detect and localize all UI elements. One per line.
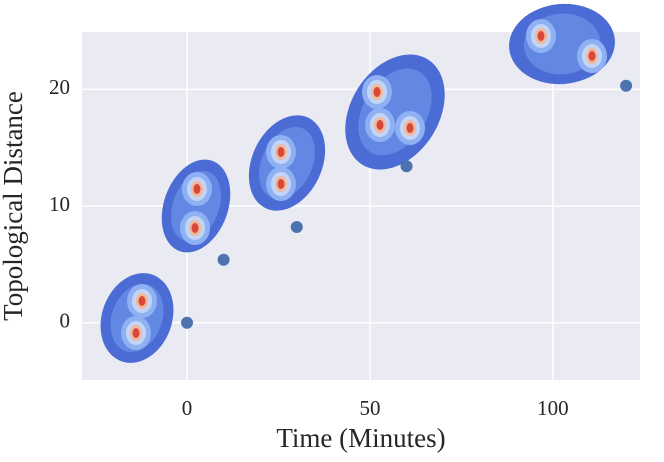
y-tick-label: 0 [60,309,71,333]
density-contours [100,3,615,363]
contour-core [406,123,414,133]
contour-core [132,328,140,338]
y-tick-label: 20 [49,75,70,99]
x-tick-label: 50 [359,396,380,420]
point [217,253,230,266]
contour-core [588,51,596,61]
point [181,316,194,329]
x-tick-label: 100 [537,396,569,420]
x-axis-label: Time (Minutes) [276,423,445,453]
contour-core [193,184,201,194]
contour-core [537,31,545,41]
contour-core [138,296,146,306]
point [290,221,303,234]
contour-core [373,87,381,97]
contour-core [277,179,285,189]
point [400,160,413,173]
points [181,79,633,329]
contour-core [277,147,285,157]
y-axis-label: Topological Distance [0,91,28,321]
x-tick-label: 0 [182,396,193,420]
y-tick-label: 10 [49,192,70,216]
point [620,79,633,92]
contour-core [376,120,384,130]
contour-core [191,223,199,233]
